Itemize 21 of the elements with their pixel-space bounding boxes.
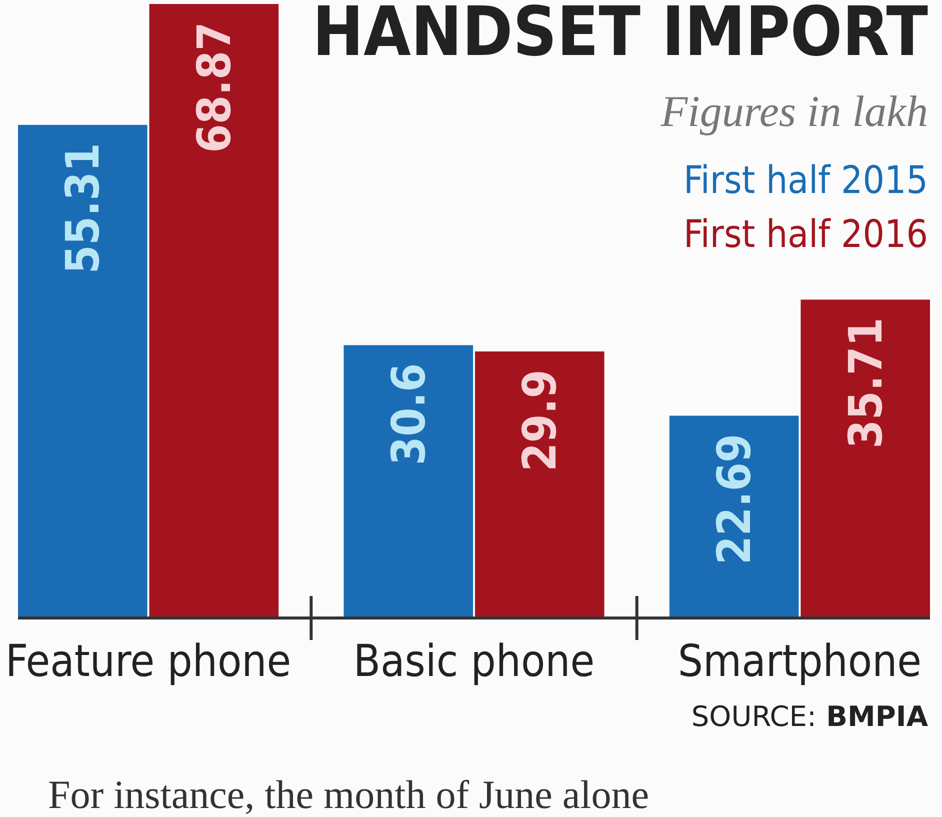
bar [18,124,148,618]
x-tick-label: Smartphone [678,636,922,687]
text: Figures in lakh [660,87,928,136]
x-tick-label: Basic phone [353,636,595,687]
bar [669,416,799,618]
chart-title: HANDSET IMPORT [312,0,928,72]
data-label: 30.6 [381,363,436,466]
data-label: 22.69 [707,434,762,565]
series-label: First half 2016 [684,212,928,256]
text: For instance, the month of June alone [48,772,649,817]
x-tick-label: Feature phone [5,636,292,687]
source-note: SOURCE: BMPIA [691,700,928,733]
text: First half 2015 [684,158,928,202]
bar [474,351,604,618]
data-label: 35.71 [838,318,892,449]
data-label: 29.9 [512,369,567,472]
bar [800,300,930,618]
data-label: 68.87 [186,22,241,153]
bar [149,4,279,618]
data-label: 55.31 [56,142,110,274]
bar [344,345,474,618]
